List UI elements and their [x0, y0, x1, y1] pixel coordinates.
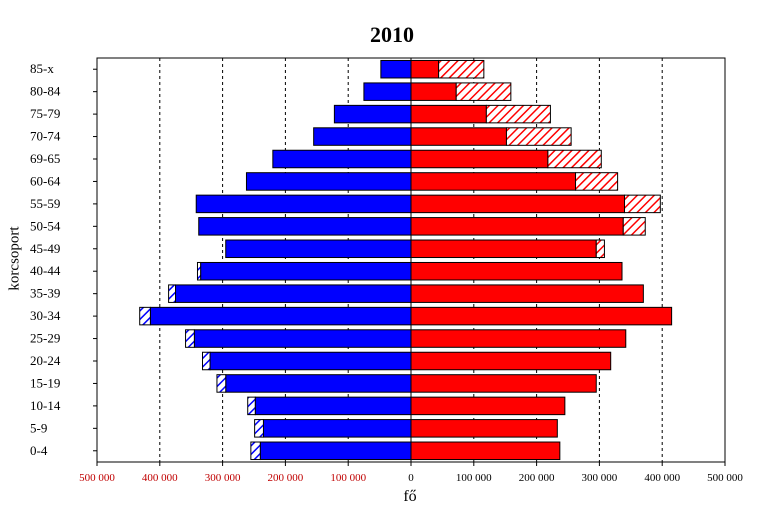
bar-left-35-39: [175, 284, 412, 303]
bar-right-85-x: [410, 59, 440, 79]
bar-right-70-74: [410, 127, 507, 146]
bar-right-20-24: [410, 351, 612, 371]
bar-left-45-49: [225, 239, 412, 259]
bar-left-55-59: [195, 194, 412, 214]
y-tick-label: 70-74: [30, 129, 61, 144]
y-tick-label: 80-84: [30, 84, 61, 99]
bar-left-hatched-20-24: [202, 351, 211, 371]
bar-left-85-x: [380, 59, 412, 79]
bar-left-hatched-40-44: [196, 261, 202, 281]
bar-left-20-24: [209, 351, 412, 371]
bar-left-25-29: [193, 329, 412, 348]
bar-right-hatched-80-84: [455, 82, 512, 101]
bar-left-30-34: [149, 306, 412, 326]
x-tick-label: 200 000: [519, 472, 555, 484]
bar-left-hatched-30-34: [139, 306, 151, 326]
x-tick-label: 400 000: [644, 472, 680, 484]
bar-right-hatched-45-49: [595, 239, 605, 259]
bar-left-10-14: [254, 396, 412, 416]
x-tick-label: 300 000: [582, 472, 618, 484]
bar-left-50-54: [198, 217, 412, 236]
y-tick-label: 20-24: [30, 353, 61, 368]
bar-right-10-14: [410, 396, 566, 416]
bar-left-40-44: [200, 261, 412, 281]
bar-right-80-84: [410, 82, 457, 101]
x-axis-label: fő: [403, 488, 417, 505]
bar-left-hatched-0-4: [250, 441, 261, 461]
y-tick-label: 30-34: [30, 308, 61, 323]
bar-left-hatched-25-29: [185, 329, 195, 348]
bar-left-0-4: [259, 441, 412, 461]
bar-right-hatched-70-74: [505, 127, 572, 146]
chart-title: 2010: [370, 22, 414, 47]
x-tick-label: 0: [408, 472, 414, 484]
bar-right-hatched-65-69: [547, 149, 602, 169]
bar-left-75-79: [333, 104, 412, 124]
bar-right-75-79: [410, 104, 487, 124]
y-tick-label: 35-39: [30, 286, 60, 301]
bar-right-0-4: [410, 441, 561, 461]
bar-left-hatched-5-9: [254, 419, 264, 438]
bar-right-5-9: [410, 419, 558, 438]
y-tick-label: 40-44: [30, 263, 61, 278]
bar-left-5-9: [262, 419, 412, 438]
y-tick-label: 25-29: [30, 331, 60, 346]
bar-right-50-54: [410, 217, 624, 236]
bar-left-80-84: [363, 82, 412, 101]
x-tick-label: 400 000: [142, 472, 178, 484]
bar-left-70-74: [313, 127, 412, 146]
x-tick-label: 300 000: [205, 472, 241, 484]
bar-right-30-34: [410, 306, 673, 326]
x-tick-label: 200 000: [268, 472, 304, 484]
bar-left-60-64: [245, 172, 412, 191]
bar-right-hatched-50-54: [622, 217, 646, 236]
y-tick-label: 55-59: [30, 196, 60, 211]
y-tick-label: 75-79: [30, 106, 60, 121]
x-tick-label: 100 000: [456, 472, 492, 484]
x-tick-label: 500 000: [79, 472, 115, 484]
bar-right-60-64: [410, 172, 577, 191]
bar-right-55-59: [410, 194, 626, 214]
y-tick-label: 15-19: [30, 375, 60, 390]
bar-right-25-29: [410, 329, 627, 348]
bar-left-hatched-10-14: [247, 396, 256, 416]
y-tick-label: 5-9: [30, 420, 47, 435]
bar-right-40-44: [410, 261, 623, 281]
bar-right-hatched-75-79: [485, 104, 551, 124]
bar-left-65-69: [272, 149, 412, 169]
y-tick-label: 50-54: [30, 218, 61, 233]
y-tick-label: 10-14: [30, 398, 61, 413]
bar-right-65-69: [410, 149, 549, 169]
bar-right-hatched-60-64: [575, 172, 619, 191]
bar-left-15-19: [225, 374, 412, 393]
y-tick-label: 0-4: [30, 443, 48, 458]
bar-left-hatched-15-19: [216, 374, 227, 393]
bar-right-15-19: [410, 374, 597, 393]
x-tick-label: 500 000: [707, 472, 743, 484]
bar-right-45-49: [410, 239, 597, 259]
bar-right-hatched-55-59: [624, 194, 661, 214]
x-tick-label: 100 000: [330, 472, 366, 484]
bar-left-hatched-35-39: [168, 284, 176, 303]
y-tick-label: 69-65: [30, 151, 60, 166]
y-tick-label: 60-64: [30, 173, 61, 188]
bar-right-35-39: [410, 284, 644, 303]
y-tick-label: 85-x: [30, 61, 54, 76]
y-tick-label: 45-49: [30, 241, 60, 256]
bar-right-hatched-85-x: [438, 59, 485, 79]
